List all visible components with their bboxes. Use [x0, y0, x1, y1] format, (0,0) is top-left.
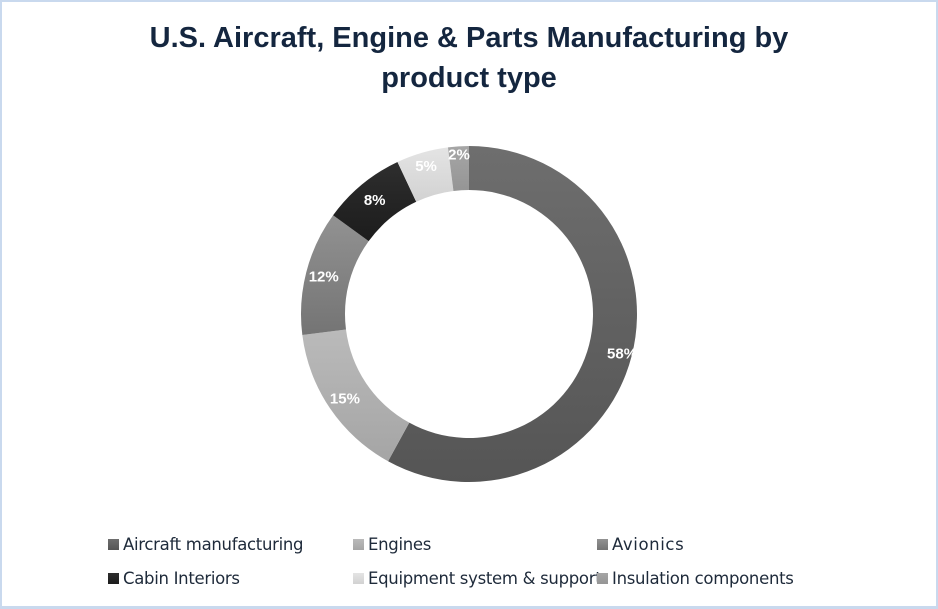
- donut-slice-cabin-interiors[interactable]: [333, 161, 417, 242]
- chart-title-line-1: U.S. Aircraft, Engine & Parts Manufactur…: [149, 22, 789, 54]
- donut-slice-avionics[interactable]: [301, 215, 369, 336]
- slice-label-cabin-interiors: 8%: [364, 192, 386, 209]
- slice-label-avionics: 12%: [309, 269, 339, 286]
- slice-label-insulation-components: 2%: [448, 146, 470, 163]
- donut-slice-equipment-system-support[interactable]: [397, 147, 454, 202]
- chart-title: U.S. Aircraft, Engine & Parts Manufactur…: [0, 18, 938, 98]
- donut-slice-engines[interactable]: [302, 329, 410, 462]
- slice-label-equipment-system-support: 5%: [415, 158, 437, 175]
- slice-label-aircraft-manufacturing: 58%: [607, 345, 637, 362]
- donut-slice-labels: 58% 15% 12% 8% 5% 2%: [309, 146, 637, 407]
- donut-slice-insulation-components[interactable]: [447, 146, 469, 191]
- slice-label-engines: 15%: [330, 390, 360, 407]
- donut-slice-aircraft-manufacturing[interactable]: [388, 146, 637, 482]
- donut-slices: [301, 146, 637, 482]
- chart-title-line-2: product type: [381, 62, 557, 94]
